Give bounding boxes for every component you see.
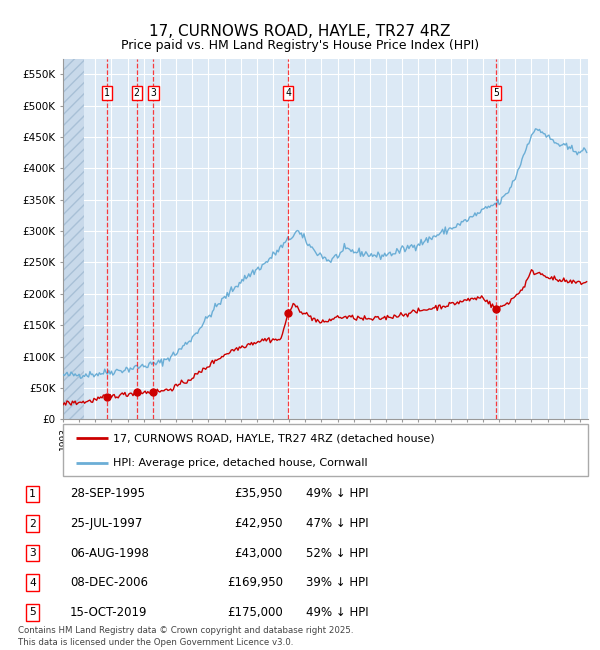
Text: £43,000: £43,000 [235,547,283,560]
Text: 1: 1 [29,489,36,499]
FancyBboxPatch shape [63,424,588,476]
Text: 4: 4 [29,578,36,588]
Text: 5: 5 [493,88,499,97]
Text: 47% ↓ HPI: 47% ↓ HPI [306,517,368,530]
Text: 49% ↓ HPI: 49% ↓ HPI [306,488,368,500]
Text: Contains HM Land Registry data © Crown copyright and database right 2025.
This d: Contains HM Land Registry data © Crown c… [18,626,353,647]
Text: 49% ↓ HPI: 49% ↓ HPI [306,606,368,619]
Text: 17, CURNOWS ROAD, HAYLE, TR27 4RZ (detached house): 17, CURNOWS ROAD, HAYLE, TR27 4RZ (detac… [113,434,434,443]
Text: £169,950: £169,950 [227,577,283,590]
Text: 28-SEP-1995: 28-SEP-1995 [70,488,145,500]
Text: HPI: Average price, detached house, Cornwall: HPI: Average price, detached house, Corn… [113,458,367,468]
Text: 39% ↓ HPI: 39% ↓ HPI [306,577,368,590]
Text: 1: 1 [104,88,110,97]
Text: £35,950: £35,950 [235,488,283,500]
Text: 2: 2 [29,519,36,528]
Text: 06-AUG-1998: 06-AUG-1998 [70,547,149,560]
Text: £175,000: £175,000 [227,606,283,619]
Text: 5: 5 [29,608,36,617]
Bar [63,58,84,419]
Text: 3: 3 [29,548,36,558]
Text: £42,950: £42,950 [235,517,283,530]
Text: 52% ↓ HPI: 52% ↓ HPI [306,547,368,560]
Text: 17, CURNOWS ROAD, HAYLE, TR27 4RZ: 17, CURNOWS ROAD, HAYLE, TR27 4RZ [149,24,451,39]
Text: 2: 2 [134,88,140,97]
Text: 4: 4 [285,88,291,97]
Text: 3: 3 [151,88,157,97]
Text: 15-OCT-2019: 15-OCT-2019 [70,606,148,619]
Text: 25-JUL-1997: 25-JUL-1997 [70,517,142,530]
Text: 08-DEC-2006: 08-DEC-2006 [70,577,148,590]
Text: Price paid vs. HM Land Registry's House Price Index (HPI): Price paid vs. HM Land Registry's House … [121,39,479,52]
